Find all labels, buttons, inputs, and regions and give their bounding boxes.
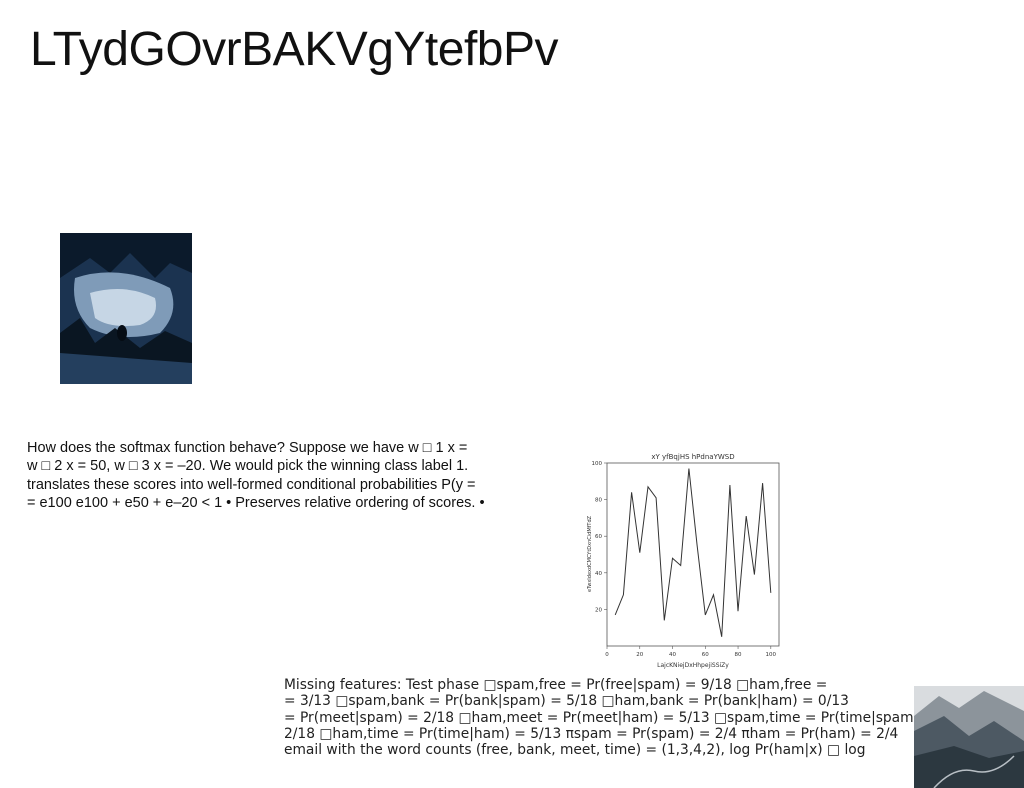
softmax-paragraph: How does the softmax function behave? Su… bbox=[27, 439, 527, 512]
page-title: LTydGOvrBAKVgYtefbPv bbox=[30, 23, 559, 76]
text-line: = e100 e100 + e50 + e–20 < 1 • Preserves… bbox=[27, 494, 485, 511]
y-axis-label: eTwxIdexdCMCYtDxnCidMfTdZ bbox=[587, 515, 593, 592]
line-chart: xY yfBqjHS hPdnaYWSD 20 40 60 80 100 0 20 40 60… bbox=[587, 453, 780, 669]
forest-photo-drawing bbox=[60, 233, 192, 384]
x-axis-label: LajcKNiejDxHhpejiSSiZy bbox=[657, 662, 729, 669]
text-line: 2/18 □ham,time = Pr(time|ham) = 5/13 πsp… bbox=[284, 725, 899, 742]
text-line: How does the softmax function behave? Su… bbox=[27, 440, 468, 456]
naive-bayes-paragraph: Missing features: Test phase □spam,free … bbox=[284, 677, 919, 759]
y-tick-label: 80 bbox=[595, 498, 602, 504]
mountain-photo-drawing bbox=[914, 686, 1024, 788]
text-line: w □ 2 x = 50, w □ 3 x = –20. We would pi… bbox=[27, 458, 469, 475]
x-tick-label: 20 bbox=[636, 652, 643, 658]
series-line bbox=[614, 468, 772, 637]
x-tick-label: 40 bbox=[669, 652, 676, 658]
forest-photo bbox=[60, 233, 192, 384]
text-line: = 3/13 □spam,bank = Pr(bank|spam) = 5/18… bbox=[284, 693, 849, 710]
text-line: Missing features: Test phase □spam,free … bbox=[284, 677, 828, 693]
x-tick-label: 60 bbox=[702, 652, 709, 658]
text-line: email with the word counts (free, bank, … bbox=[284, 742, 866, 759]
y-tick-label: 100 bbox=[592, 461, 603, 467]
y-tick-label: 40 bbox=[595, 571, 602, 577]
text-line: = Pr(meet|spam) = 2/18 □ham,meet = Pr(me… bbox=[284, 709, 919, 726]
x-tick-label: 80 bbox=[735, 652, 742, 658]
x-tick-label: 100 bbox=[766, 652, 777, 658]
plot-frame bbox=[606, 462, 780, 647]
y-tick-label: 60 bbox=[595, 534, 602, 540]
y-tick-label: 20 bbox=[595, 607, 602, 613]
mountain-photo bbox=[914, 686, 1024, 788]
text-line: translates these scores into well-formed… bbox=[27, 476, 476, 493]
chart-title: xY yfBqjHS hPdnaYWSD bbox=[651, 453, 734, 461]
x-tick-label: 0 bbox=[605, 652, 609, 658]
